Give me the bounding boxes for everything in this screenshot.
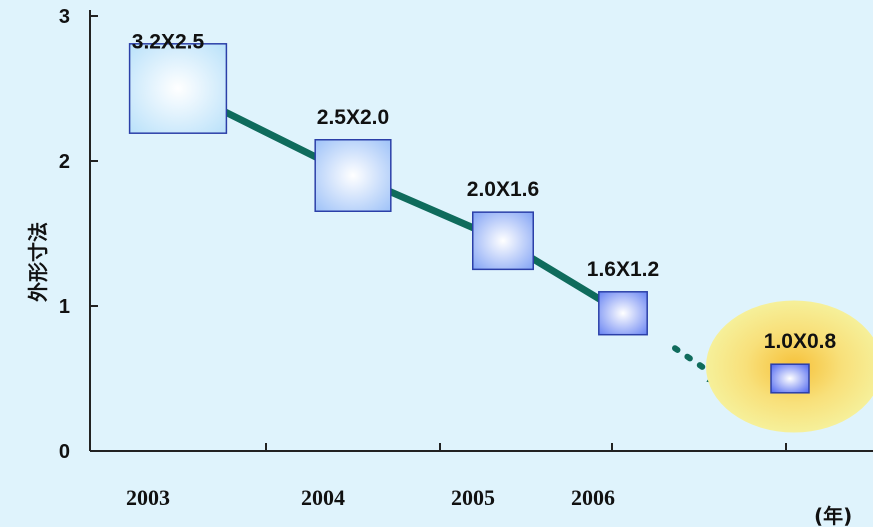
- size-label: 2.0X1.6: [467, 178, 539, 201]
- size-label: 1.6X1.2: [587, 258, 659, 281]
- y-tick-label: 3: [59, 6, 70, 28]
- size-box: [128, 43, 228, 134]
- size-box: [472, 211, 534, 271]
- trend-line: [176, 85, 625, 317]
- size-label: 2.5X2.0: [317, 106, 389, 129]
- size-box: [770, 363, 810, 394]
- size-box: [314, 139, 392, 212]
- y-tick-label: 0: [59, 441, 70, 463]
- plot-area: 0 1 2 3 2003 2004 2005 2006 3.2X2.5 2.5X2.0 2.0X1.…: [59, 6, 873, 510]
- y-axis-title: 外形寸法: [26, 222, 50, 302]
- x-tick-label: 2004: [301, 485, 345, 510]
- size-label: 1.0X0.8: [764, 330, 837, 353]
- x-tick-label: 2005: [451, 485, 495, 510]
- size-box: [598, 291, 648, 336]
- size-label: 3.2X2.5: [132, 31, 205, 54]
- x-tick-label: 2003: [126, 485, 170, 510]
- y-tick-label: 1: [59, 296, 70, 318]
- x-tick-label: 2006: [571, 485, 615, 510]
- x-unit-label: (年): [814, 504, 852, 527]
- y-tick-label: 2: [59, 151, 70, 173]
- svg-text:(年): (年): [814, 504, 852, 527]
